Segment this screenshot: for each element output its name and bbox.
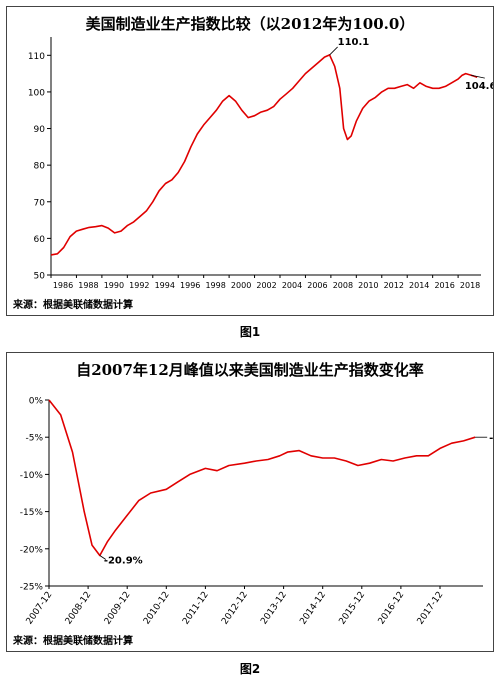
- annotation-label: 104.6: [465, 81, 493, 92]
- annotation-label: -5.0%: [489, 433, 493, 444]
- annotation-label: 110.1: [338, 37, 370, 48]
- x-tick-label: 2014: [409, 281, 429, 290]
- figure-2-caption: 图2: [239, 662, 261, 676]
- x-tick-label: 1986: [53, 281, 73, 290]
- series-line: [48, 399, 476, 557]
- x-tick-label: 1998: [205, 281, 225, 290]
- x-tick-label: 2010-12: [142, 590, 172, 627]
- y-tick-label: 70: [34, 198, 46, 208]
- series-line: [50, 54, 478, 256]
- x-tick-label: 2012: [384, 281, 404, 290]
- x-tick-label: 1996: [180, 281, 200, 290]
- y-tick-label: -20%: [20, 545, 44, 555]
- x-tick-label: 2013-12: [259, 590, 289, 627]
- y-tick-label: 80: [34, 162, 46, 172]
- y-tick-label: -15%: [20, 508, 44, 518]
- x-tick-label: 2017-12: [416, 590, 446, 627]
- x-tick-label: 2016-12: [377, 590, 407, 627]
- chart-1-plot: 50 60 70 80 90 100 110 1986 1988 1990 1992 1994 1996…: [28, 37, 497, 290]
- x-tick-label: 2004: [282, 281, 302, 290]
- x-tick-label: 2006: [307, 281, 327, 290]
- y-tick-label: 0%: [29, 397, 44, 407]
- x-tick-label: 2011-12: [181, 590, 211, 627]
- chart-1-title: 美国制造业生产指数比较（以2012年为100.0）: [85, 15, 415, 33]
- annotation-leader: [470, 74, 485, 79]
- x-tick-label: 1988: [78, 281, 98, 290]
- chart-2-title: 自2007年12月峰值以来美国制造业生产指数变化率: [76, 361, 424, 379]
- y-tick-label: -10%: [20, 471, 44, 481]
- y-tick-label: -25%: [20, 583, 44, 593]
- x-tick-label: 2008-12: [64, 590, 94, 627]
- figure-1-caption: 图1: [239, 325, 261, 339]
- chart-2-plot: 0% -5% -10% -15% -20% -25%2007-12 2008-12 2009-…: [20, 397, 500, 627]
- y-tick-label: 60: [34, 235, 46, 245]
- y-tick-label: -5%: [25, 434, 43, 444]
- x-tick-label: 1990: [104, 281, 124, 290]
- chart-panel-2: 自2007年12月峰值以来美国制造业生产指数变化率 0% -5% -10% -15% -…: [6, 352, 500, 652]
- annotation-leader: [99, 555, 107, 560]
- x-tick-label: 2012-12: [220, 590, 250, 627]
- y-tick-label: 90: [34, 125, 46, 135]
- x-tick-label: 2015-12: [337, 590, 367, 627]
- x-tick-label: 2009-12: [103, 590, 133, 627]
- x-tick-label: 1992: [129, 281, 149, 290]
- x-tick-label: 2014-12: [298, 590, 328, 627]
- chart-2-source: 来源：根据美联储数据计算: [13, 636, 133, 647]
- x-tick-label: 2000: [231, 281, 251, 290]
- x-tick-label: 2018: [460, 281, 480, 290]
- x-tick-label: 2010: [358, 281, 378, 290]
- chart-1-source: 来源：根据美联储数据计算: [13, 300, 133, 311]
- x-tick-label: 2016: [434, 281, 454, 290]
- chart-panel-1: 美国制造业生产指数比较（以2012年为100.0） 50 60 70 80 90 100 1…: [6, 6, 497, 316]
- x-tick-label: 2008: [333, 281, 353, 290]
- annotation-label: -20.9%: [104, 555, 143, 566]
- x-tick-label: 2007-12: [25, 590, 55, 627]
- y-tick-label: 100: [28, 88, 45, 98]
- y-tick-label: 50: [34, 272, 46, 282]
- x-tick-label: 2002: [256, 281, 276, 290]
- x-tick-label: 1994: [155, 281, 175, 290]
- annotation-leader: [329, 46, 338, 56]
- y-tick-label: 110: [28, 52, 45, 62]
